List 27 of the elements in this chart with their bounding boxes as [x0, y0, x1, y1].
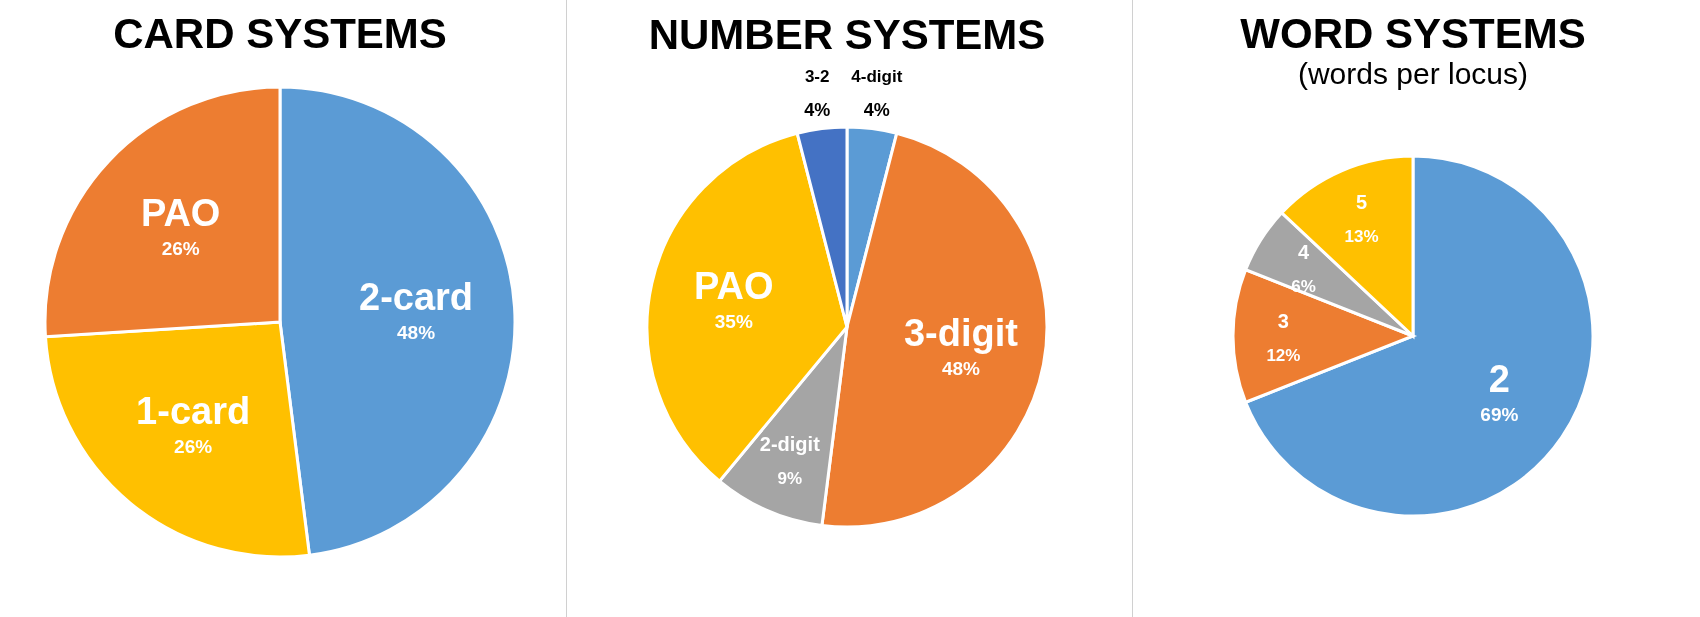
chart-title: NUMBER SYSTEMS — [648, 10, 1046, 58]
slice-label: 4-digit — [851, 66, 903, 86]
data-label: 13% — [1344, 227, 1379, 247]
data-label: 4% — [863, 99, 890, 120]
chart-title: WORD SYSTEMS — [1240, 10, 1586, 57]
slice-label: 2 — [1488, 357, 1510, 400]
data-label: 12% — [1266, 346, 1301, 365]
slice-label: 5 — [1355, 191, 1368, 214]
slice-label: PAO — [140, 191, 221, 234]
slice-label: 4 — [1298, 240, 1311, 263]
slice-label: 2-card — [359, 276, 474, 319]
data-label: 9% — [777, 469, 803, 489]
data-label: 69% — [1480, 403, 1519, 425]
slice-label: 3-2 — [804, 66, 830, 86]
slice-label: 1-card — [136, 390, 251, 433]
data-label: 48% — [941, 357, 981, 379]
slice-label: 3 — [1277, 310, 1289, 332]
data-label: 4% — [804, 99, 831, 120]
data-label: 35% — [714, 310, 753, 332]
data-label: 26% — [161, 237, 200, 259]
chart-title: CARD SYSTEMS — [113, 10, 447, 57]
data-label: 48% — [397, 322, 436, 344]
data-label: 26% — [174, 436, 213, 458]
slice-label: 2-digit — [759, 433, 821, 456]
slice-label: PAO — [694, 264, 774, 307]
chart-subtitle: (words per locus) — [1297, 57, 1529, 90]
slice-label: 3-digit — [903, 311, 1019, 354]
